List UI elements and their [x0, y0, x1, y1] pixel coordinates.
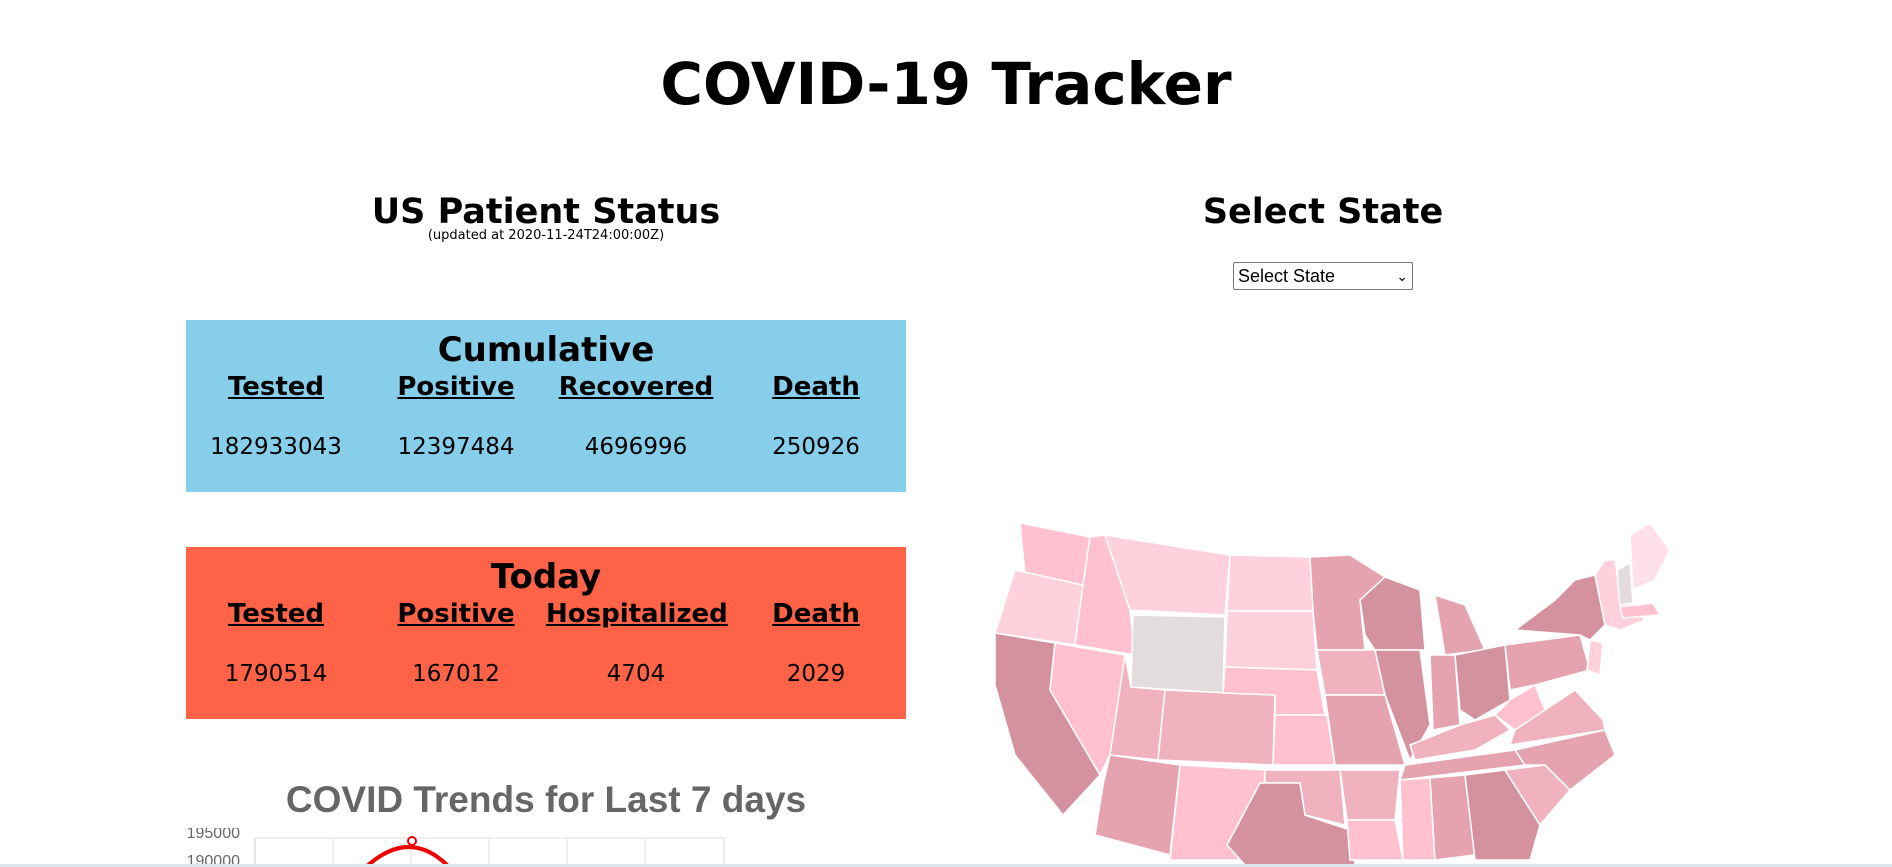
state-select-value: Select State: [1238, 265, 1336, 286]
state-arizona[interactable]: [1094, 754, 1181, 856]
state-ohio[interactable]: [1454, 644, 1511, 721]
us-map: [994, 522, 1671, 866]
cumulative-panel: Cumulative Tested 182933043 Positive 123…: [186, 320, 906, 492]
state-south-dakota[interactable]: [1224, 610, 1318, 671]
page-title: COVID-19 Tracker: [660, 50, 1232, 118]
column-header: Positive: [397, 372, 515, 402]
today-col-hospitalized: Hospitalized 4704: [546, 597, 728, 689]
state-kentucky[interactable]: [1409, 714, 1512, 761]
state-new-hampshire[interactable]: [1616, 561, 1634, 606]
trend-chart: 195000 190000: [187, 828, 725, 867]
state-massachusetts[interactable]: [1619, 602, 1662, 619]
cumulative-col-recovered: Recovered 4696996: [546, 370, 726, 462]
state-nevada[interactable]: [1049, 642, 1126, 777]
state-georgia[interactable]: [1464, 769, 1541, 861]
column-value: 1790514: [224, 661, 328, 687]
state-michigan[interactable]: [1434, 593, 1487, 656]
y-tick-label: 195000: [187, 828, 240, 842]
column-value: 250926: [772, 434, 860, 460]
column-header: Death: [772, 372, 860, 402]
positive-trend-line: [363, 845, 452, 867]
patient-status-header: US Patient Status (updated at 2020-11-24…: [186, 190, 906, 244]
state-minnesota[interactable]: [1309, 554, 1387, 651]
today-title: Today: [490, 557, 602, 597]
state-maine[interactable]: [1629, 522, 1671, 592]
column-value: 167012: [412, 661, 500, 687]
cumulative-col-death: Death 250926: [726, 370, 906, 462]
state-colorado[interactable]: [1157, 689, 1276, 766]
today-col-positive: Positive 167012: [366, 597, 546, 689]
column-header: Tested: [227, 599, 325, 629]
chevron-down-icon: ⌄: [1396, 267, 1408, 284]
state-north-dakota[interactable]: [1226, 554, 1314, 612]
cumulative-col-tested: Tested 182933043: [186, 370, 366, 462]
state-pennsylvania[interactable]: [1504, 634, 1591, 691]
state-selector-section: Select State Select State ⌄: [1130, 190, 1516, 290]
state-new-jersey[interactable]: [1586, 639, 1604, 677]
state-iowa[interactable]: [1316, 649, 1386, 696]
today-panel: Today Tested 1790514 Positive 167012 Hos…: [186, 547, 906, 719]
state-arkansas[interactable]: [1339, 769, 1401, 821]
cumulative-col-positive: Positive 12397484: [366, 370, 546, 462]
column-header: Death: [772, 599, 860, 629]
y-tick-label: 190000: [187, 853, 240, 867]
column-value: 12397484: [397, 434, 515, 460]
column-header: Recovered: [558, 372, 714, 402]
column-header: Positive: [397, 599, 515, 629]
data-point[interactable]: [407, 836, 417, 846]
cumulative-title: Cumulative: [437, 330, 655, 370]
column-header: Tested: [227, 372, 325, 402]
state-select[interactable]: Select State ⌄: [1233, 262, 1413, 290]
state-louisiana[interactable]: [1346, 819, 1404, 861]
state-montana[interactable]: [1103, 534, 1231, 616]
state-wyoming[interactable]: [1130, 614, 1226, 694]
column-value: 182933043: [210, 434, 342, 460]
state-kansas[interactable]: [1272, 714, 1336, 766]
trends-title: COVID Trends for Last 7 days: [285, 779, 807, 820]
state-wisconsin[interactable]: [1359, 576, 1426, 651]
state-new-york[interactable]: [1512, 574, 1606, 641]
column-value: 4696996: [584, 434, 688, 460]
column-value: 2029: [786, 661, 846, 687]
horizontal-scrollbar[interactable]: [0, 864, 1892, 867]
updated-timestamp: (updated at 2020-11-24T24:00:00Z): [427, 228, 665, 243]
column-header: Hospitalized: [546, 599, 728, 629]
state-virginia[interactable]: [1508, 689, 1606, 746]
patient-status-title: US Patient Status: [371, 192, 721, 232]
state-mississippi[interactable]: [1399, 777, 1436, 861]
select-state-title: Select State: [1202, 192, 1444, 232]
today-col-death: Death 2029: [726, 597, 906, 689]
today-col-tested: Tested 1790514: [186, 597, 366, 689]
column-value: 4704: [606, 661, 666, 687]
